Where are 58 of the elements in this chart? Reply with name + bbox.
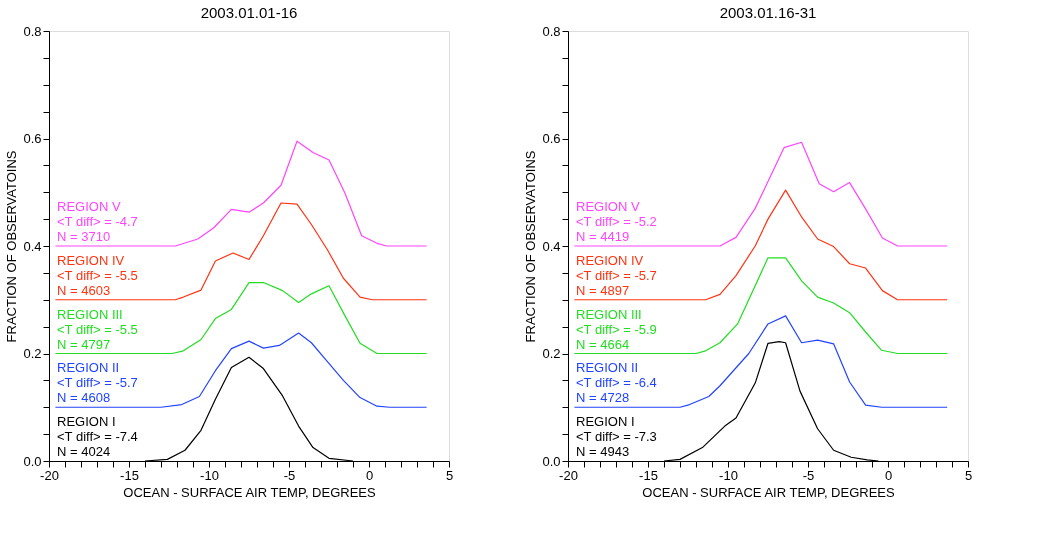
x-axis-title: OCEAN - SURFACE AIR TEMP, DEGREES: [642, 484, 896, 500]
annotation: N = 4897: [576, 282, 630, 298]
x-tick-label: 0: [884, 467, 893, 483]
x-tick-label: 0: [365, 467, 374, 483]
annotation: N = 4608: [57, 390, 111, 406]
y-tick-label: 0.2: [23, 346, 42, 361]
y-tick-label: 0.8: [23, 23, 42, 39]
text: REGION I: [576, 414, 635, 429]
text: REGION II: [576, 360, 639, 376]
annotation: <T diff> = -4.7: [57, 214, 138, 229]
text: REGION I: [57, 414, 116, 429]
annotation: <T diff> = -7.3: [576, 429, 657, 444]
y-tick-label: 0.0: [542, 453, 561, 469]
x-tick-label: 5: [445, 467, 454, 483]
annotation: N = 3710: [57, 229, 111, 244]
y-axis-title: FRACTION OF OBSERVATOINS: [4, 150, 20, 343]
y-tick-label: 0.6: [23, 131, 42, 146]
annotation: <T diff> = -5.7: [57, 375, 138, 391]
annotation: N = 4664: [576, 336, 630, 352]
text: REGION V: [576, 199, 640, 214]
annotation: <T diff> = -5.9: [576, 321, 657, 337]
annotation: N = 4024: [57, 444, 111, 459]
text: REGION II: [57, 360, 120, 376]
x-tick-label: -10: [719, 467, 738, 483]
annotation: <T diff> = -5.5: [57, 321, 138, 337]
x-tick-label: 5: [964, 467, 973, 483]
y-tick-label: 0.0: [23, 453, 42, 469]
y-tick-label: 0.4: [23, 238, 42, 254]
y-tick-label: 0.8: [542, 23, 561, 39]
x-tick-label: -10: [200, 467, 219, 483]
text: REGION III: [57, 306, 123, 322]
text: REGION V: [57, 199, 121, 214]
x-tick-label: -20: [40, 467, 59, 483]
annotation: N = 4797: [57, 336, 111, 352]
annotation: <T diff> = -5.5: [57, 267, 138, 283]
chart-title: 2003.01.16-31: [719, 4, 817, 21]
annotation: N = 4728: [576, 390, 630, 406]
x-tick-label: -5: [283, 467, 296, 483]
text: REGION IV: [576, 252, 644, 268]
x-tick-label: -20: [559, 467, 578, 483]
y-tick-label: 0.2: [542, 346, 561, 361]
text: REGION III: [576, 306, 642, 322]
annotation: <T diff> = -5.2: [576, 214, 657, 229]
annotation: <T diff> = -6.4: [576, 375, 657, 391]
chart-title: 2003.01.01-16: [200, 4, 298, 21]
annotation: N = 4943: [576, 444, 630, 459]
y-tick-label: 0.4: [542, 238, 561, 254]
x-tick-label: -15: [120, 467, 139, 483]
annotation: N = 4603: [57, 282, 111, 298]
annotation: <T diff> = -7.4: [57, 429, 138, 444]
x-axis-title: OCEAN - SURFACE AIR TEMP, DEGREES: [123, 484, 377, 500]
y-tick-label: 0.6: [542, 131, 561, 146]
text: REGION IV: [57, 252, 125, 268]
annotation: <T diff> = -5.7: [576, 267, 657, 283]
x-tick-label: -15: [639, 467, 658, 483]
annotation: N = 4419: [576, 229, 630, 244]
y-axis-title: FRACTION OF OBSERVATOINS: [523, 150, 539, 343]
x-tick-label: -5: [802, 467, 815, 483]
